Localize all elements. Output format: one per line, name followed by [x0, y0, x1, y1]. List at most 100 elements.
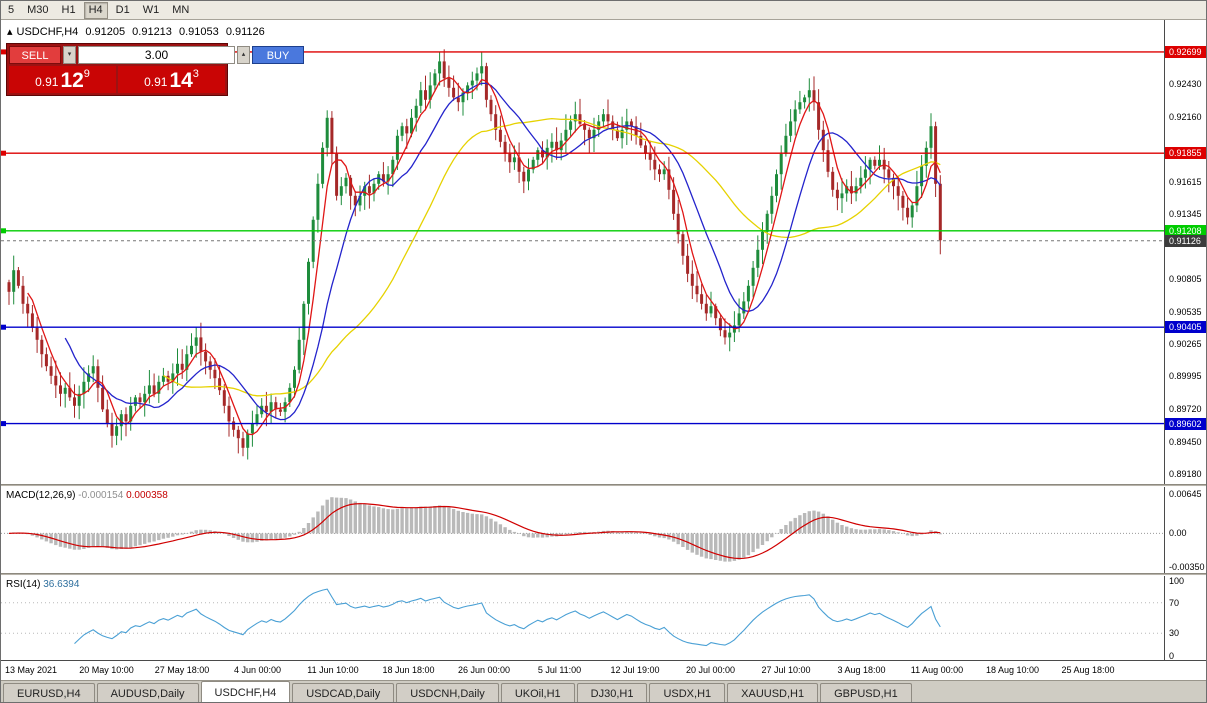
- price-tick: 0.89720: [1169, 404, 1202, 415]
- macd-chart-svg[interactable]: [1, 487, 1164, 573]
- price-tick: 0.89450: [1169, 436, 1202, 447]
- macd-axis[interactable]: 0.00645 0.00 -0.00350: [1165, 487, 1206, 573]
- chart-tab-usdchf-h4[interactable]: USDCHF,H4: [200, 681, 291, 702]
- price-line-badge: 0.90405: [1165, 321, 1206, 334]
- sell-price-base: 0.91: [35, 75, 59, 89]
- price-tick: 0.92160: [1169, 111, 1202, 122]
- price-tick: 0.90805: [1169, 274, 1202, 285]
- chart-tab-ukoil-h1[interactable]: UKOil,H1: [500, 683, 575, 702]
- price-tick: 0.91345: [1169, 209, 1202, 220]
- macd-panel: MACD(12,26,9) -0.000154 0.000358: [1, 487, 1165, 573]
- rsi-tick: 30: [1169, 628, 1180, 639]
- chart-tab-usdcnh-daily[interactable]: USDCNH,Daily: [396, 683, 499, 702]
- macd-label: MACD(12,26,9) -0.000154 0.000358: [6, 490, 168, 501]
- time-label-6: 26 Jun 00:00: [457, 665, 511, 675]
- lot-decrease-button[interactable]: ▾: [63, 46, 76, 64]
- chart-tab-gbpusd-h1[interactable]: GBPUSD,H1: [820, 683, 912, 702]
- panel-divider-rsi[interactable]: [1, 573, 1206, 576]
- rsi-tick: 70: [1169, 597, 1180, 608]
- rsi-value: 36.6394: [43, 579, 80, 590]
- price-line-badge: 0.91208: [1165, 224, 1206, 237]
- timeframe-button-h1[interactable]: H1: [61, 3, 76, 16]
- ohlc-open: 0.91205: [85, 26, 126, 38]
- time-label-2: 27 May 18:00: [154, 665, 210, 675]
- time-label-9: 20 Jul 00:00: [685, 665, 736, 675]
- sell-price-display[interactable]: 0.91 12 9: [9, 66, 116, 93]
- panel-divider-macd[interactable]: [1, 484, 1206, 487]
- buy-price-display[interactable]: 0.91 14 3: [118, 66, 225, 93]
- lot-increase-button[interactable]: ▴: [237, 46, 250, 64]
- price-tick: 0.89995: [1169, 371, 1202, 382]
- time-label-1: 20 May 10:00: [79, 665, 134, 675]
- time-label-11: 3 Aug 18:00: [837, 665, 886, 675]
- time-label-7: 5 Jul 11:00: [537, 665, 582, 675]
- macd-tick: -0.00350: [1169, 562, 1205, 572]
- timeframe-button-w1[interactable]: W1: [142, 3, 160, 16]
- time-label-13: 18 Aug 10:00: [985, 665, 1040, 675]
- timeframe-button-d1[interactable]: D1: [115, 3, 130, 16]
- trade-panel-controls: SELL ▾ ▴ BUY: [9, 46, 304, 64]
- price-tick: 0.90265: [1169, 339, 1202, 349]
- chart-tabbar: EURUSD,H4 AUDUSD,Daily USDCHF,H4 USDCAD,Dai…: [1, 680, 1206, 702]
- macd-name: MACD(12,26,9): [6, 490, 76, 501]
- time-label-8: 12 Jul 19:00: [610, 665, 660, 675]
- rsi-tick: 100: [1169, 576, 1185, 586]
- price-axis[interactable]: 0.92430 0.92160 0.91615 0.91345 0.90805 0.905…: [1165, 20, 1206, 484]
- time-label-10: 27 Jul 10:00: [761, 665, 811, 675]
- macd-signal-value: 0.000358: [126, 490, 168, 501]
- ohlc-high: 0.91213: [132, 26, 172, 38]
- price-line-badge: 0.92699: [1165, 45, 1206, 58]
- symbol-label: USDCHF,H4: [16, 26, 79, 38]
- timeframe-button-mn[interactable]: MN: [172, 3, 190, 16]
- rsi-label: RSI(14) 36.6394: [6, 579, 79, 590]
- time-label-0: 13 May 2021: [4, 665, 58, 675]
- price-tick: 0.90535: [1169, 306, 1202, 317]
- chart-tab-usdcad-daily[interactable]: USDCAD,Daily: [292, 683, 395, 702]
- macd-tick: 0.00: [1169, 528, 1187, 539]
- lot-size-input[interactable]: [78, 46, 235, 64]
- time-axis[interactable]: 13 May 2021 20 May 10:00 27 May 18:00 4 Jun…: [1, 660, 1206, 680]
- price-line-badge: 0.91126: [1165, 234, 1206, 247]
- price-tick: 0.89180: [1169, 469, 1202, 480]
- time-label-5: 18 Jun 18:00: [382, 665, 435, 675]
- price-chart-pane: ▴ USDCHF,H4 0.91205 0.91213 0.91053 0.911…: [1, 20, 1165, 484]
- price-line-badge: 0.89602: [1165, 417, 1206, 430]
- timeframe-button-m30[interactable]: M30: [27, 3, 49, 16]
- sell-price-pip: 9: [83, 68, 90, 80]
- time-label-12: 11 Aug 00:00: [910, 665, 964, 675]
- sell-price-big: 12: [60, 69, 84, 92]
- timeframe-button-5[interactable]: 5: [8, 3, 15, 16]
- buy-price-pip: 3: [192, 68, 199, 80]
- buy-price-base: 0.91: [144, 75, 168, 89]
- time-label-14: 25 Aug 18:00: [1061, 665, 1115, 675]
- rsi-axis[interactable]: 100 70 30 0: [1165, 576, 1206, 661]
- time-label-3: 4 Jun 00:00: [233, 665, 282, 675]
- macd-tick: 0.00645: [1169, 489, 1202, 499]
- rsi-panel: RSI(14) 36.6394: [1, 576, 1165, 660]
- price-tick: 0.92430: [1169, 79, 1202, 90]
- timeframe-button-h4[interactable]: H4: [83, 1, 108, 19]
- chart-icon: ▴: [7, 26, 13, 38]
- buy-button[interactable]: BUY: [252, 46, 304, 64]
- macd-main-value: -0.000154: [78, 490, 124, 501]
- sell-button[interactable]: SELL: [9, 46, 61, 64]
- chart-tab-xauusd-h1[interactable]: XAUUSD,H1: [727, 683, 819, 702]
- rsi-chart-svg[interactable]: [1, 576, 1164, 660]
- rsi-tick: 0: [1169, 651, 1175, 661]
- rsi-name: RSI(14): [6, 579, 41, 590]
- chart-tab-eurusd-h4[interactable]: EURUSD,H4: [3, 683, 95, 702]
- chart-tab-audusd-daily[interactable]: AUDUSD,Daily: [96, 683, 199, 702]
- chart-tab-usdx-h1[interactable]: USDX,H1: [649, 683, 726, 702]
- ohlc-low: 0.91053: [178, 26, 219, 38]
- price-tick: 0.91615: [1169, 177, 1202, 187]
- trade-panel-prices: 0.91 12 9 0.91 14 3: [9, 66, 225, 93]
- time-label-4: 11 Jun 10:00: [307, 665, 359, 675]
- ohlc-close: 0.91126: [225, 26, 265, 38]
- price-line-badge: 0.91855: [1165, 147, 1206, 160]
- buy-price-big: 14: [169, 69, 193, 92]
- chart-tab-dj30-h1[interactable]: DJ30,H1: [576, 683, 648, 702]
- timeframe-toolbar: 5 M30 H1 H4 D1 W1 MN: [1, 1, 1206, 20]
- chart-header: ▴ USDCHF,H4 0.91205 0.91213 0.91053 0.911…: [7, 25, 269, 38]
